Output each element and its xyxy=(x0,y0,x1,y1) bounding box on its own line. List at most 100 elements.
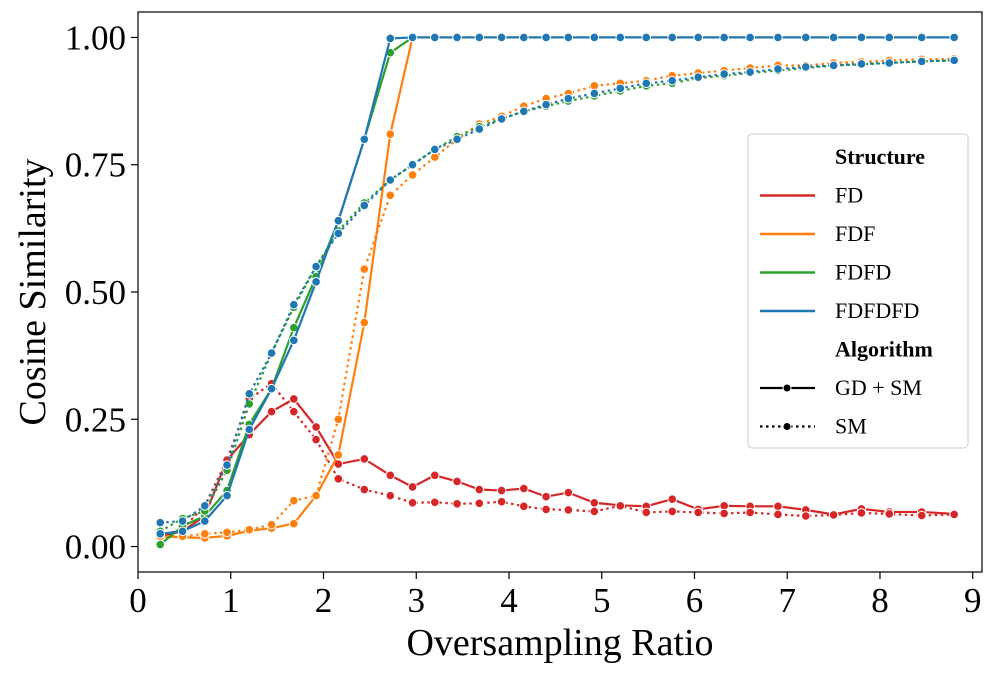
data-point xyxy=(429,470,440,481)
y-tick-label: 1.00 xyxy=(65,18,126,57)
data-point xyxy=(333,474,344,484)
data-point xyxy=(289,299,299,310)
series-layer xyxy=(155,32,959,550)
data-point xyxy=(719,69,729,79)
data-point xyxy=(773,32,783,43)
data-point xyxy=(563,487,574,498)
x-tick-label: 5 xyxy=(593,581,611,620)
data-point xyxy=(884,509,895,519)
y-tick-label: 0.25 xyxy=(65,400,126,439)
data-point xyxy=(385,470,396,481)
data-point xyxy=(949,32,959,43)
data-point xyxy=(452,476,462,487)
data-point xyxy=(916,32,927,43)
y-axis-title: Cosine Similarity xyxy=(12,158,54,425)
data-point xyxy=(589,32,600,43)
data-point xyxy=(856,59,867,69)
data-point xyxy=(773,509,783,520)
data-point xyxy=(667,494,678,505)
y-tick-label: 0.50 xyxy=(65,273,126,312)
data-point xyxy=(884,58,895,68)
data-point xyxy=(385,490,396,501)
legend-label: FDFD xyxy=(835,260,891,285)
data-point xyxy=(563,32,574,43)
data-point xyxy=(452,134,462,145)
data-point xyxy=(155,529,166,539)
data-point xyxy=(429,144,440,155)
data-point xyxy=(311,490,321,501)
y-tick-label: 0.75 xyxy=(65,146,126,185)
data-point xyxy=(589,506,600,517)
data-point xyxy=(289,394,299,404)
data-point xyxy=(452,32,462,43)
data-point xyxy=(311,434,321,445)
data-point xyxy=(359,454,370,464)
data-point xyxy=(177,526,188,537)
data-point xyxy=(541,504,551,515)
data-point xyxy=(496,496,507,507)
data-point xyxy=(385,190,396,201)
data-point xyxy=(828,510,839,520)
data-point xyxy=(266,406,277,417)
data-point xyxy=(266,519,277,530)
data-point xyxy=(474,32,485,43)
data-point xyxy=(311,277,321,287)
data-point xyxy=(385,33,396,44)
series-fdfdfd-gd-sm xyxy=(155,32,959,539)
x-tick-label: 1 xyxy=(222,581,240,620)
data-point xyxy=(266,348,277,358)
data-point xyxy=(828,32,839,43)
data-point xyxy=(541,491,551,502)
data-point xyxy=(828,60,839,71)
data-point xyxy=(773,501,783,512)
data-point xyxy=(667,506,678,517)
legend-marker xyxy=(782,422,792,431)
legend-structure-title: Structure xyxy=(835,144,925,169)
data-point xyxy=(222,460,232,470)
data-point xyxy=(615,32,626,43)
data-point xyxy=(359,264,370,274)
data-point xyxy=(155,517,166,528)
legend-algorithm-title: Algorithm xyxy=(835,337,933,362)
data-point xyxy=(519,483,529,494)
data-point xyxy=(641,78,652,89)
data-point xyxy=(496,114,507,124)
x-tick-label: 8 xyxy=(871,581,889,620)
axis-layer: 0 1 2 3 4 5 6 7 8 9 0.00 0.25 0.50 0.75 1.00 xyxy=(65,18,982,620)
data-point xyxy=(773,64,783,74)
data-point xyxy=(800,32,811,43)
x-tick-label: 4 xyxy=(500,581,518,620)
x-tick-label: 3 xyxy=(407,581,425,620)
data-point xyxy=(800,511,811,521)
series-line xyxy=(160,59,955,524)
data-point xyxy=(719,32,729,43)
data-point xyxy=(155,539,166,550)
data-point xyxy=(199,516,210,526)
x-tick-label: 9 xyxy=(964,581,982,620)
data-point xyxy=(519,32,529,43)
data-point xyxy=(359,484,370,495)
data-point xyxy=(452,498,462,509)
data-point xyxy=(519,501,529,512)
data-point xyxy=(745,67,755,77)
data-point xyxy=(667,32,678,43)
data-point xyxy=(244,389,255,399)
legend-box xyxy=(747,133,969,449)
data-point xyxy=(289,518,299,529)
data-point xyxy=(407,482,418,492)
data-point xyxy=(693,32,703,43)
data-point xyxy=(589,497,600,508)
data-point xyxy=(856,508,867,518)
data-point xyxy=(359,200,370,211)
data-point xyxy=(199,529,210,539)
data-point xyxy=(693,507,703,518)
data-point xyxy=(496,32,507,43)
data-point xyxy=(266,383,277,394)
data-point xyxy=(949,509,959,520)
data-point xyxy=(541,99,551,110)
data-point xyxy=(407,159,418,170)
series-fdfdfd-sm xyxy=(155,55,959,528)
data-point xyxy=(385,175,396,185)
data-point xyxy=(289,406,299,417)
